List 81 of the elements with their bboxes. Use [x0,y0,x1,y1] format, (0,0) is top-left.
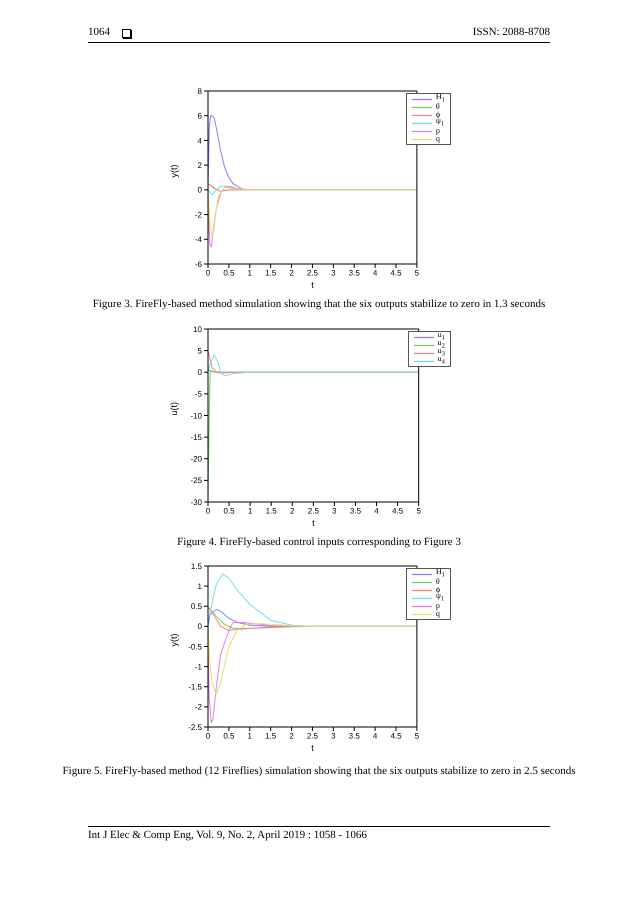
legend-label: q [436,608,440,618]
y-tick-label: 1 [198,582,203,591]
y-tick-label: -10 [190,411,203,420]
x-tick-label: 4 [372,268,378,278]
y-tick-label: -0.5 [188,642,203,652]
y-tick-label: 2 [198,160,203,170]
y-tick-label: 4 [198,136,203,146]
legend-label: p [436,126,440,136]
x-tick-label: 4.5 [390,268,402,278]
x-tick-label: 2.5 [308,506,320,516]
y-tick-label: -5 [194,390,203,399]
y-tick-label: -30 [190,498,203,507]
x-tick-label: 4.5 [390,732,402,741]
y-tick-label: 0 [198,368,203,378]
text: ISSN: 2088-8708 [472,26,550,38]
y-tick-label: 5 [198,346,203,356]
y-axis-title: u(t) [169,402,180,416]
x-tick-label: 3 [331,732,336,741]
text: Int J Elec & Comp Eng, Vol. 9, No. 2, April 2019 : 1058 - 1066 [88,829,367,841]
x-tick-label: 1.5 [265,268,277,278]
x-tick-label: 2 [290,506,296,516]
legend-label: θ [436,576,440,586]
x-tick-label: 0.5 [224,506,236,516]
legend-label: θ [436,102,440,112]
y-tick-label: -20 [190,454,203,464]
x-tick-label: 0 [206,506,211,516]
x-tick-label: 0 [206,732,211,741]
legend-label: p [436,600,440,610]
x-tick-label: 1 [248,268,253,278]
x-tick-label: 4 [374,506,380,516]
x-tick-label: 1 [248,732,253,741]
y-tick-label: -2 [194,210,203,220]
y-tick-label: 0.5 [190,602,203,612]
x-tick-label: 3 [332,506,338,516]
x-tick-label: 3 [331,268,336,278]
x-tick-label: 2.5 [306,732,319,741]
y-tick-label: 1.5 [190,562,203,571]
legend-label: ϕ [436,584,440,594]
y-tick-label: 0 [198,622,203,632]
legend-label: ϕ [436,110,440,119]
x-tick-label: 3.5 [348,732,360,741]
x-tick-label: 3.5 [350,506,362,516]
x-axis-title: t [311,743,314,753]
x-tick-label: 4 [372,732,378,741]
y-tick-label: -2 [194,702,203,712]
x-tick-label: 4.5 [392,506,404,516]
y-tick-label: 10 [193,324,203,334]
x-tick-label: 2 [289,732,294,741]
x-tick-label: 3.5 [348,268,360,278]
text: Figure 5. FireFly-based method (12 Fireflies) simulation showing that the six outputs stabilize to zero in 2.5 seconds [62,764,576,778]
x-tick-label: 1.5 [265,732,277,741]
legend-label: q [436,134,440,144]
y-tick-label: -1.5 [188,682,203,692]
y-tick-label: -25 [190,476,203,486]
legend-label: H$_{1}$ [436,92,445,104]
y-axis-title: y(t) [169,164,180,178]
x-tick-label: 5 [414,268,420,278]
x-tick-label: 0 [206,268,211,278]
x-tick-label: 0.5 [223,268,235,278]
x-tick-label: 1 [248,506,253,516]
x-axis-title: t [311,280,314,290]
y-tick-label: -1 [194,662,203,672]
x-tick-label: 5 [414,732,420,741]
x-tick-label: 2 [289,268,294,278]
legend-label: H$_{1}$ [436,566,445,579]
y-tick-label: -15 [190,432,203,442]
text: 1064 [88,26,110,38]
text: Figure 4. FireFly-based control inputs corresponding to Figure 3 [176,535,462,549]
y-tick-label: -2.5 [188,722,203,732]
x-axis-title: t [312,518,316,528]
y-tick-label: -4 [194,235,203,244]
x-tick-label: 5 [416,506,422,516]
y-tick-label: 0 [198,186,203,195]
y-axis-title: y(t) [169,634,180,646]
y-tick-label: 6 [198,112,203,121]
text: Figure 3. FireFly-based method simulation showing that the six outputs stabilize to zero in 1.3 seconds [92,297,546,311]
x-tick-label: 2.5 [306,268,319,278]
y-tick-label: 8 [198,86,203,96]
x-tick-label: 1.5 [266,506,278,516]
y-tick-label: -6 [194,260,203,269]
x-tick-label: 0.5 [223,732,235,741]
